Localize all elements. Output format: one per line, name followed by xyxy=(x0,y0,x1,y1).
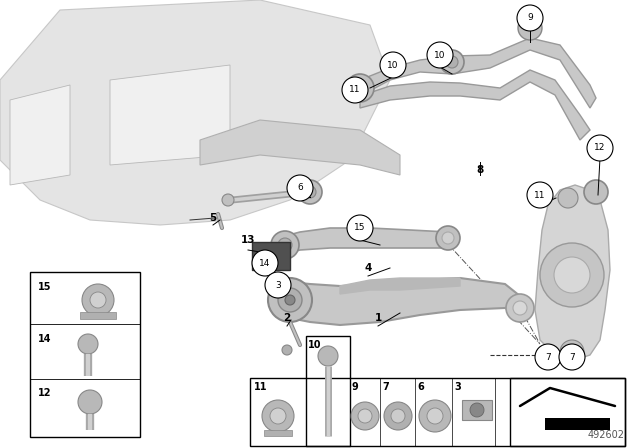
Circle shape xyxy=(282,345,292,355)
Circle shape xyxy=(518,16,542,40)
Bar xyxy=(250,378,625,446)
Circle shape xyxy=(391,409,405,423)
Polygon shape xyxy=(10,85,70,185)
Text: 7: 7 xyxy=(545,353,551,362)
Circle shape xyxy=(446,56,458,68)
Circle shape xyxy=(427,42,453,68)
Circle shape xyxy=(351,402,379,430)
Circle shape xyxy=(278,288,302,312)
Text: 12: 12 xyxy=(38,388,51,398)
Text: 3: 3 xyxy=(454,382,461,392)
Polygon shape xyxy=(200,120,400,175)
Bar xyxy=(80,312,116,319)
Circle shape xyxy=(285,295,295,305)
Text: 11: 11 xyxy=(349,86,361,95)
Circle shape xyxy=(298,180,322,204)
Circle shape xyxy=(442,232,454,244)
Bar xyxy=(30,272,140,437)
Text: 1: 1 xyxy=(374,313,381,323)
Text: 7: 7 xyxy=(382,382,388,392)
Circle shape xyxy=(380,52,406,78)
Text: 14: 14 xyxy=(259,258,271,267)
Bar xyxy=(462,400,492,420)
Polygon shape xyxy=(285,228,448,254)
Polygon shape xyxy=(340,278,460,294)
Text: 11: 11 xyxy=(254,382,268,392)
Circle shape xyxy=(540,243,604,307)
Text: 492602: 492602 xyxy=(588,430,625,440)
Circle shape xyxy=(270,408,286,424)
Circle shape xyxy=(287,175,313,201)
Circle shape xyxy=(436,226,460,250)
Circle shape xyxy=(427,408,443,424)
Text: 10: 10 xyxy=(308,340,321,350)
Text: 8: 8 xyxy=(476,165,484,175)
Bar xyxy=(510,378,625,446)
Circle shape xyxy=(346,74,374,102)
Circle shape xyxy=(262,400,294,432)
Text: 15: 15 xyxy=(355,224,365,233)
Text: 11: 11 xyxy=(534,190,546,199)
Circle shape xyxy=(347,215,373,241)
Circle shape xyxy=(82,284,114,316)
Text: 6: 6 xyxy=(417,382,424,392)
Text: 7: 7 xyxy=(569,353,575,362)
Circle shape xyxy=(278,238,292,252)
Circle shape xyxy=(584,180,608,204)
Text: 9: 9 xyxy=(352,382,359,392)
Circle shape xyxy=(527,182,553,208)
Circle shape xyxy=(440,50,464,74)
Circle shape xyxy=(252,250,278,276)
Text: 10: 10 xyxy=(387,60,399,69)
Polygon shape xyxy=(290,278,520,325)
Text: 9: 9 xyxy=(527,13,533,22)
Text: 14: 14 xyxy=(38,334,51,344)
Circle shape xyxy=(558,188,578,208)
Circle shape xyxy=(90,292,106,308)
Circle shape xyxy=(535,344,561,370)
Text: 2: 2 xyxy=(284,313,291,323)
Circle shape xyxy=(222,194,234,206)
Circle shape xyxy=(554,257,590,293)
Circle shape xyxy=(513,301,527,315)
Text: 10: 10 xyxy=(435,51,445,60)
Polygon shape xyxy=(0,0,390,225)
Circle shape xyxy=(506,294,534,322)
Circle shape xyxy=(304,186,316,198)
Text: 3: 3 xyxy=(275,280,281,289)
Polygon shape xyxy=(110,65,230,165)
Bar xyxy=(306,336,350,446)
Circle shape xyxy=(318,346,338,366)
Circle shape xyxy=(271,231,299,259)
Text: 15: 15 xyxy=(38,282,51,292)
Circle shape xyxy=(342,77,368,103)
Text: 4: 4 xyxy=(364,263,372,273)
Circle shape xyxy=(559,344,585,370)
Circle shape xyxy=(560,340,584,364)
Circle shape xyxy=(78,334,98,354)
Bar xyxy=(545,418,610,430)
Circle shape xyxy=(78,390,102,414)
Polygon shape xyxy=(360,70,590,140)
Text: 12: 12 xyxy=(595,143,605,152)
Text: 13: 13 xyxy=(241,235,255,245)
Text: 6: 6 xyxy=(297,184,303,193)
Polygon shape xyxy=(360,38,596,108)
Circle shape xyxy=(419,400,451,432)
Circle shape xyxy=(353,81,367,95)
Bar xyxy=(252,242,290,270)
Bar xyxy=(264,430,292,436)
Circle shape xyxy=(358,409,372,423)
Circle shape xyxy=(384,402,412,430)
Polygon shape xyxy=(535,185,610,360)
Circle shape xyxy=(517,5,543,31)
Text: 5: 5 xyxy=(209,213,216,223)
Circle shape xyxy=(268,278,312,322)
Circle shape xyxy=(587,135,613,161)
Circle shape xyxy=(470,403,484,417)
Circle shape xyxy=(265,272,291,298)
